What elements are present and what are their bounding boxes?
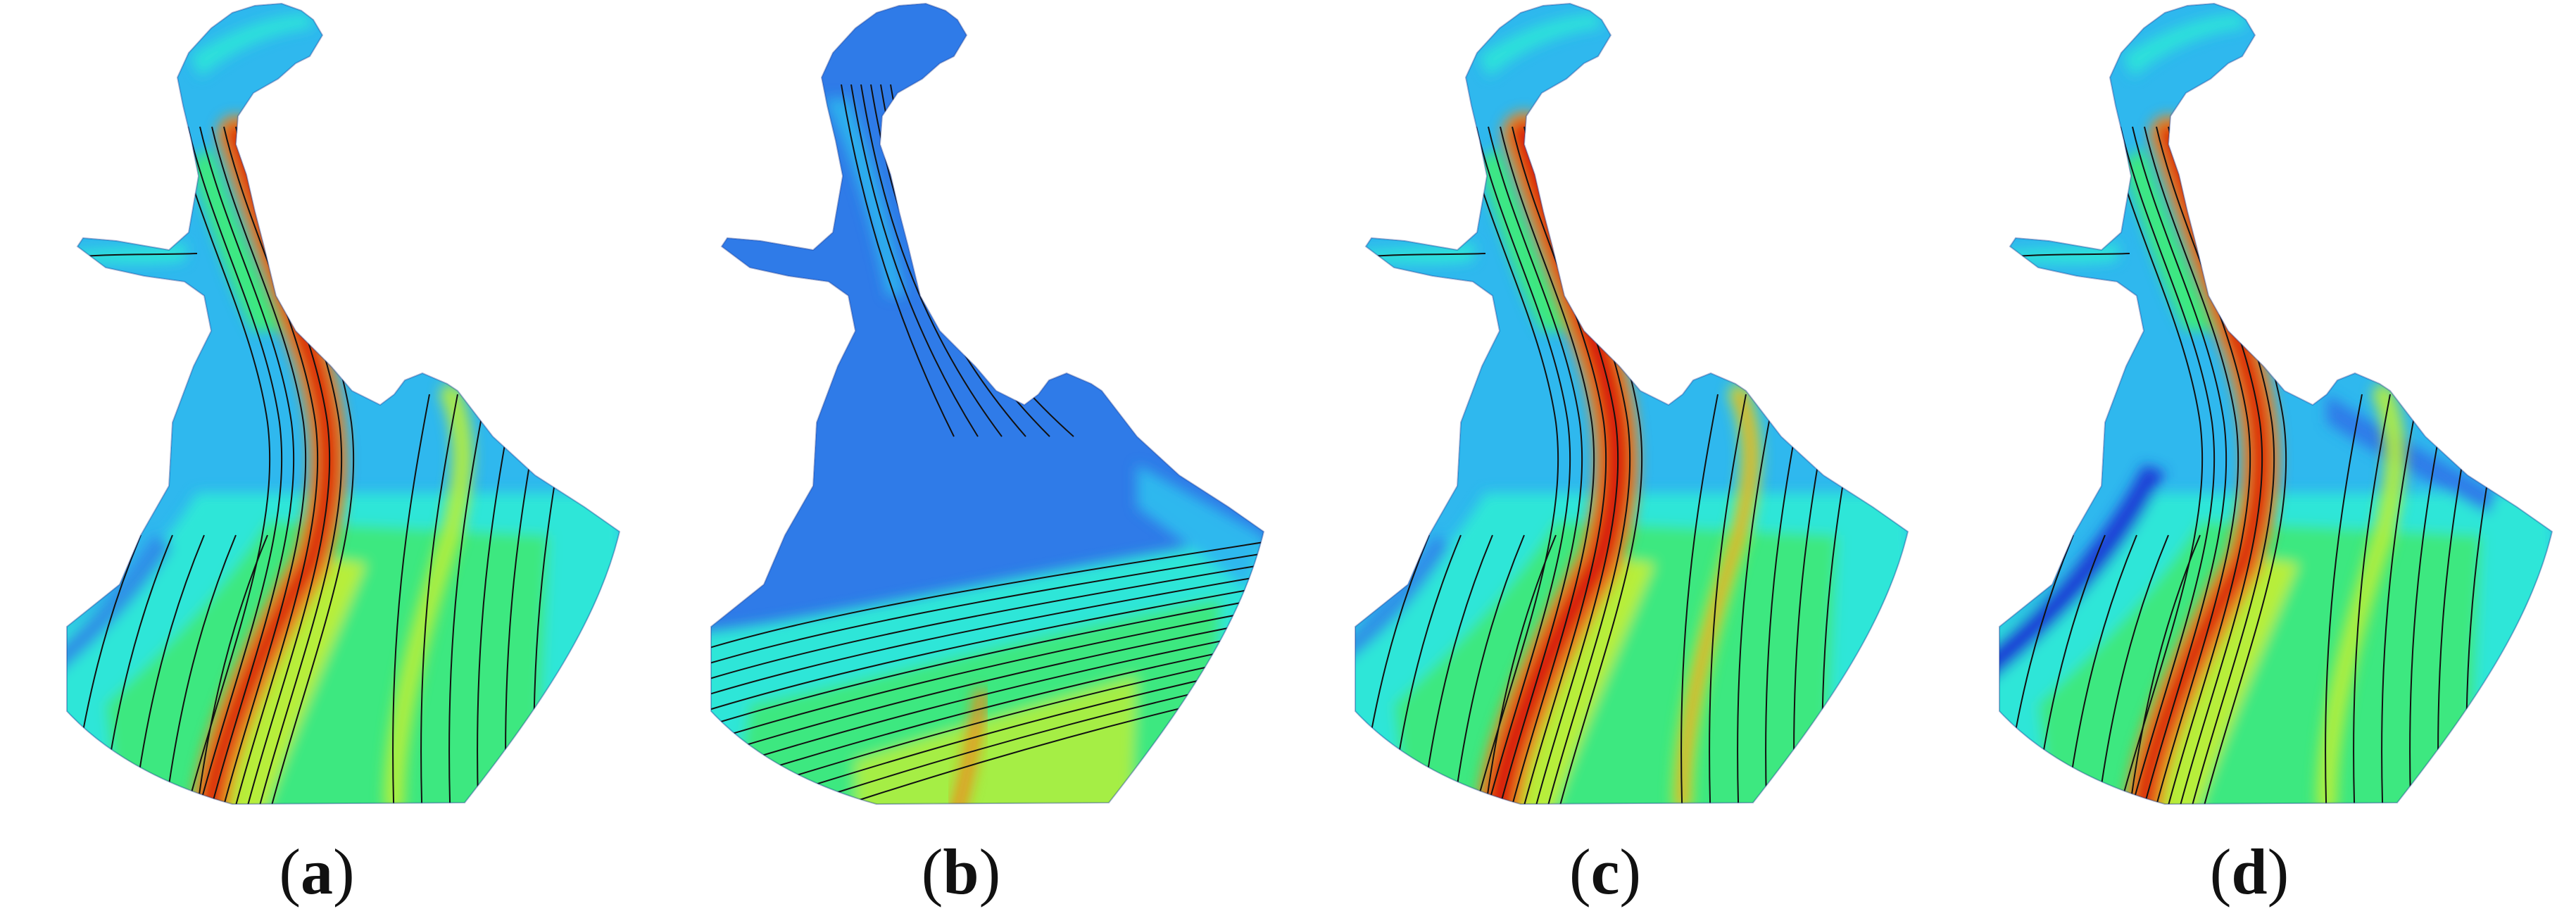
panel-d: (d) <box>1933 0 2566 909</box>
velocity-field <box>1355 4 1908 804</box>
panel-b: (b) <box>644 0 1278 909</box>
flow-map-b <box>710 2 1265 805</box>
panel-caption-d: (d) <box>2209 836 2289 908</box>
panel-caption-a: (a) <box>279 836 355 908</box>
flow-map-d <box>1999 2 2553 805</box>
flow-map-a <box>66 2 621 805</box>
velocity-field <box>1999 4 2552 804</box>
velocity-field <box>67 4 620 804</box>
panel-a: (a) <box>0 0 634 909</box>
panel-caption-b: (b) <box>921 836 1001 908</box>
panel-c: (c) <box>1288 0 1922 909</box>
panel-caption-c: (c) <box>1569 836 1642 908</box>
flow-map-c <box>1355 2 1909 805</box>
velocity-field <box>711 4 1264 804</box>
